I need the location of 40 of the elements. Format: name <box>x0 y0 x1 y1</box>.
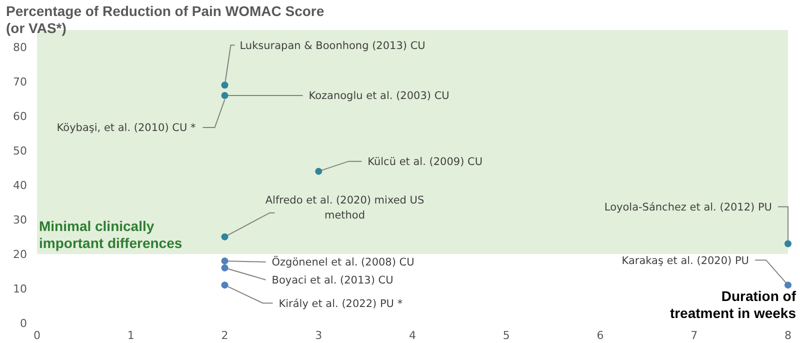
x-axis-title: Duration of treatment in weeks <box>670 288 796 321</box>
annotation: Király et al. (2022) PU * <box>278 298 403 310</box>
point <box>221 82 228 89</box>
annotation: Luksurapan & Boonhong (2013) CU <box>240 40 426 52</box>
point <box>221 264 228 272</box>
x-tick-label: 4 <box>409 329 416 342</box>
x-tick-label: 1 <box>127 329 134 342</box>
annotation: Külcü et al. (2009) CU <box>368 156 483 168</box>
y-tick-label: 70 <box>13 76 27 89</box>
point <box>221 282 228 289</box>
annotation: Alfredo et al. (2020) mixed US method <box>265 194 424 222</box>
x-tick-label: 6 <box>596 329 604 342</box>
x-tick-label: 8 <box>784 329 792 342</box>
y-axis-title: Percentage of Reduction of Pain WOMAC Score (or VAS*) <box>6 3 324 36</box>
x-tick-label: 5 <box>502 329 510 342</box>
y-tick-label: 10 <box>13 282 27 296</box>
x-tick-label: 3 <box>315 329 322 342</box>
x-tick-label: 0 <box>34 329 40 342</box>
point <box>221 233 228 240</box>
x-tick-label: 7 <box>690 329 698 342</box>
point <box>221 92 228 99</box>
band-label: Minimal clinically important differences <box>39 218 182 252</box>
point <box>784 282 792 289</box>
annotation: Özgönenel et al. (2008) CU <box>272 256 414 269</box>
x-tick-label: 2 <box>221 329 228 342</box>
y-tick-label: 0 <box>20 316 27 330</box>
y-tick-label: 60 <box>13 110 27 124</box>
y-tick-label: 50 <box>13 144 27 158</box>
annotation: Kozanoglu et al. (2003) CU <box>308 90 450 102</box>
point <box>221 257 228 264</box>
annotation: Loyola-Sánchez et al. (2012) PU <box>604 201 772 214</box>
point <box>315 168 322 175</box>
y-tick-label: 30 <box>13 213 27 226</box>
y-tick-label: 20 <box>13 248 27 261</box>
y-tick-label: 40 <box>13 178 27 192</box>
y-tick-label: 80 <box>13 41 27 54</box>
annotation: Boyaci et al. (2013) CU <box>272 274 394 287</box>
annotation: Köybaşi, et al. (2010) CU * <box>56 122 196 134</box>
annotation: Karakaş et al. (2020) PU <box>622 254 749 267</box>
point <box>784 240 792 248</box>
